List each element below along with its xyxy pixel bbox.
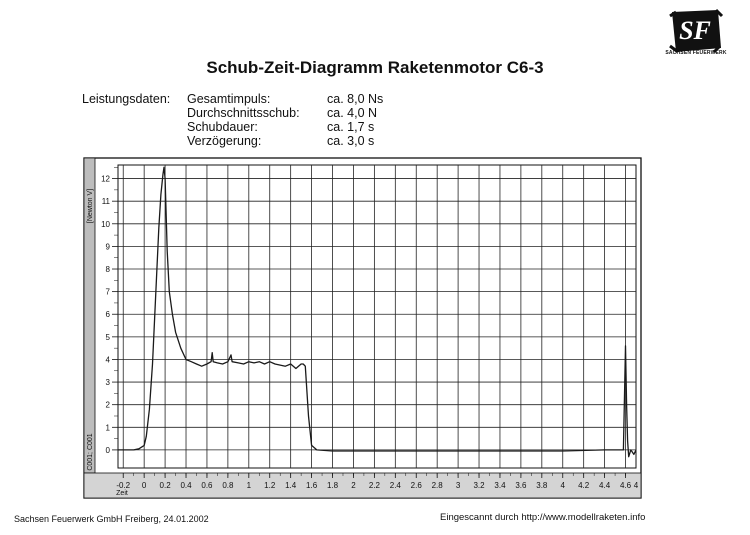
y-tick-label: 6 <box>106 310 111 319</box>
x-tick-label: 4.4 <box>599 481 611 490</box>
plot-area <box>117 164 637 469</box>
footer-source: Eingescannt durch http://www.modellraket… <box>440 512 646 523</box>
x-tick-label: 0.8 <box>222 481 234 490</box>
spec-label: Schubdauer: <box>187 120 258 134</box>
x-tick-label: 1.8 <box>327 481 339 490</box>
logo-caption: SACHSEN FEUERWERK <box>665 50 727 56</box>
x-tick-label: 0.2 <box>160 481 172 490</box>
y-tick-label: 11 <box>102 197 111 206</box>
x-axis-strip <box>83 472 642 499</box>
x-tick-label: 1.4 <box>285 481 297 490</box>
y-tick-label: 3 <box>106 378 111 387</box>
x-tick-label: 2.4 <box>390 481 402 490</box>
x-tick-label: -0.2 <box>116 481 130 490</box>
x-tick-label: 3.8 <box>536 481 548 490</box>
y-tick-label: 7 <box>106 288 111 297</box>
x-tick-label: 0.6 <box>201 481 213 490</box>
x-tick-label: 4 <box>561 481 566 490</box>
y-tick-label: 9 <box>106 242 111 251</box>
page-title: Schub-Zeit-Diagramm Raketenmotor C6-3 <box>206 58 544 77</box>
svg-text:SF: SF <box>679 16 711 45</box>
spec-value: ca. 3,0 s <box>327 134 375 148</box>
x-tick-label: 3.4 <box>494 481 506 490</box>
x-tick-label: 0.4 <box>180 481 192 490</box>
grid <box>118 165 636 468</box>
y-tick-label: 1 <box>106 423 111 432</box>
x-tick-label: 2.2 <box>369 481 381 490</box>
y-tick-label: 0 <box>106 446 111 455</box>
x-tick-label: 3 <box>456 481 461 490</box>
y-corner-label: C001; C001 <box>87 433 94 470</box>
x-tick-label: 2 <box>351 481 356 490</box>
spec-label: Gesamtimpuls: <box>187 92 271 106</box>
spec-label: Verzögerung: <box>187 134 262 148</box>
y-tick-label: 4 <box>106 355 111 364</box>
x-axis-label: Zeit <box>116 490 128 497</box>
x-tick-label: 2.6 <box>411 481 423 490</box>
x-tick-label: 1 <box>247 481 252 490</box>
x-tick-label: 3.2 <box>473 481 485 490</box>
spec-value: ca. 4,0 N <box>327 106 378 120</box>
y-tick-label: 8 <box>106 265 111 274</box>
y-axis-label: [Newton V] <box>87 189 94 223</box>
y-tick-label: 12 <box>101 175 110 184</box>
x-tick-label: 4.2 <box>578 481 590 490</box>
spec-label: Durchschnittsschub: <box>187 106 300 120</box>
x-end-label: 4 <box>634 481 639 490</box>
y-tick-label: 10 <box>101 220 110 229</box>
x-tick-label: 4.6 <box>620 481 632 490</box>
spec-value: ca. 8,0 Ns <box>327 92 384 106</box>
spec-value: ca. 1,7 s <box>327 120 375 134</box>
x-tick-label: 1.2 <box>264 481 276 490</box>
x-tick-label: 0 <box>142 481 147 490</box>
footer-company: Sachsen Feuerwerk GmbH Freiberg, 24.01.2… <box>14 514 209 524</box>
x-tick-label: 2.8 <box>432 481 444 490</box>
x-tick-label: 1.6 <box>306 481 318 490</box>
y-tick-label: 5 <box>106 333 111 342</box>
thrust-series-line <box>118 166 637 458</box>
y-tick-label: 2 <box>106 401 111 410</box>
x-tick-label: 3.6 <box>515 481 527 490</box>
x-axis: -0.2 0 0.2 0.4 0.6 0.8 1 1.2 1.4 1.6 1.8 2 2.2 2.4 2.6… <box>116 473 632 490</box>
sachsen-feuerwerk-logo: SF <box>669 8 724 54</box>
specs-heading: Leistungsdaten: <box>82 92 171 106</box>
